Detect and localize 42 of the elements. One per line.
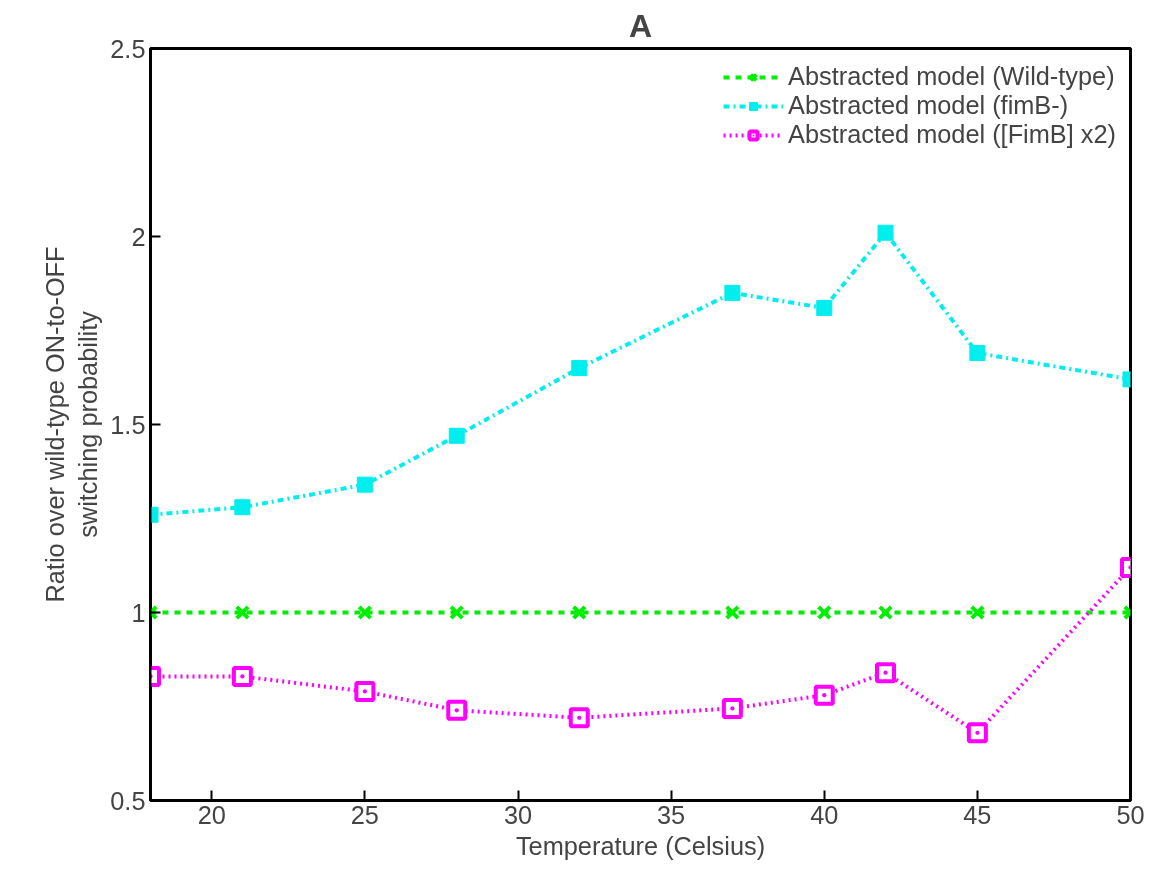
point [234,604,251,621]
point [448,427,465,444]
point [721,697,743,719]
chart-title: A [628,7,653,44]
point [356,476,373,493]
x-tick-label: 40 [810,800,839,829]
point [969,345,986,362]
point [449,604,465,621]
x-tick-label: 35 [657,800,686,829]
legend-label: Abstracted model ([FimB] x2) [788,120,1116,149]
point [571,360,588,377]
x-axis-title: Temperature (Celsius) [515,831,766,860]
point [724,604,741,621]
point [877,604,894,621]
y-tick-label: 0.5 [110,786,146,815]
point [813,684,835,706]
x-tick-label: 20 [197,800,226,829]
x-tick-label: 25 [350,800,379,829]
legend-label: Abstracted model (fimB-) [788,91,1069,120]
point [877,224,894,241]
point [231,665,253,687]
x-tick-label: 45 [963,800,992,829]
point [571,604,587,621]
point [357,604,373,621]
point [816,604,832,621]
legend-label: Abstracted model (Wild-type) [788,62,1115,91]
point [816,299,833,316]
y-tick-label: 1.5 [110,410,146,439]
point [966,722,988,744]
point [234,499,251,516]
x-tick-label: 30 [503,800,533,829]
y-tick-label: 2.5 [110,34,146,63]
y-tick-label: 1 [131,598,146,627]
point [724,284,741,301]
x-tick-label: 50 [1116,800,1145,829]
point [568,707,590,729]
point [354,680,376,702]
y-tick-label: 2 [131,222,146,251]
point [969,604,986,621]
point [875,662,896,684]
y-axis-title: Ratio over wild-type ON-to-OFF switching probability [40,246,103,603]
point [446,699,468,721]
